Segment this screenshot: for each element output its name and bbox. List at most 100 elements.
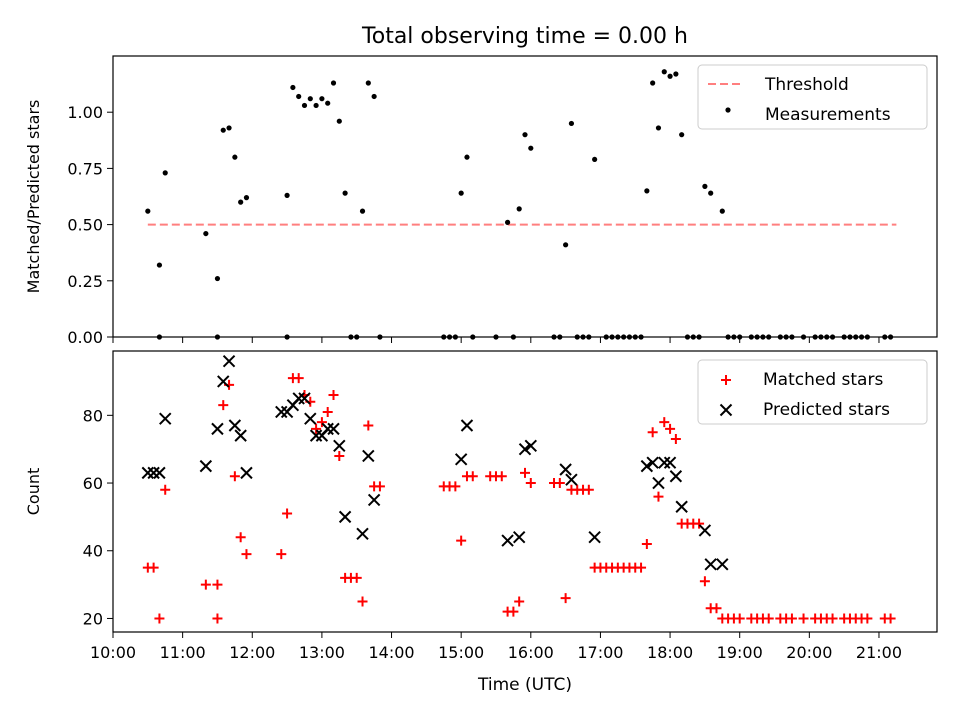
predicted-star-point: [675, 500, 688, 513]
predicted-star-point: [518, 442, 532, 456]
matched-star-point: [665, 423, 676, 434]
predicted-star-point: [698, 524, 712, 537]
predicted-star-point: [658, 456, 671, 469]
matched-star-point: [827, 613, 838, 624]
predicted-star-point: [716, 558, 729, 571]
chart-title: Total observing time = 0.00 h: [361, 24, 688, 49]
y-tick-label: 20: [83, 609, 103, 628]
matched-star-point: [508, 606, 519, 617]
predicted-star-point: [338, 510, 352, 524]
matched-star-point: [467, 471, 478, 482]
predicted-star-point: [460, 419, 474, 432]
matched-star-point: [636, 562, 647, 573]
matched-star-point: [357, 596, 368, 607]
measurement-point: [702, 183, 708, 189]
matched-star-point: [328, 390, 339, 401]
measurement-point: [655, 125, 662, 131]
predicted-star-point: [304, 412, 317, 425]
x-tick-label: 21:00: [856, 643, 902, 662]
axes-frame: [112, 350, 938, 633]
measurement-point: [214, 275, 221, 282]
x-tick-label: 20:00: [786, 643, 832, 662]
measurement-point: [650, 80, 656, 86]
measurement-point: [719, 208, 725, 214]
x-tick-label: 13:00: [299, 643, 345, 662]
predicted-star-point: [228, 419, 242, 432]
measurement-point: [220, 127, 226, 133]
matched-star-point: [316, 417, 327, 428]
matched-star-point: [525, 478, 536, 489]
y-tick-label: 40: [83, 542, 103, 561]
predicted-star-point: [199, 459, 213, 473]
x-tick-label: 10:00: [90, 643, 136, 662]
matched-star-point: [514, 596, 525, 607]
predicted-star-point: [646, 456, 659, 469]
measurement-point: [528, 145, 534, 151]
predicted-star-point: [222, 354, 236, 368]
predicted-star-point: [512, 530, 526, 544]
matched-star-point: [450, 481, 461, 492]
matched-star-point: [862, 613, 873, 624]
matched-star-point: [218, 400, 229, 411]
matched-star-point: [363, 420, 374, 431]
measurement-point: [371, 93, 377, 100]
legend: Threshold Measurements: [697, 64, 928, 130]
measurement-point: [307, 96, 313, 102]
measurement-point: [708, 190, 714, 196]
x-tick-label: 17:00: [577, 643, 623, 662]
x-tick-label: 15:00: [438, 643, 484, 662]
matched-star-point: [647, 427, 658, 438]
legend-measurement-label: Measurements: [765, 105, 891, 125]
matched-star-point: [322, 406, 333, 417]
measurement-point: [290, 84, 296, 91]
y-tick-label: 0.75: [67, 159, 103, 178]
measurement-point: [644, 188, 650, 194]
matched-star-point: [786, 613, 797, 624]
predicted-star-point: [159, 412, 172, 425]
measurement-point: [226, 125, 232, 131]
axes-frame: [112, 55, 938, 338]
measurement-point: [679, 132, 685, 138]
legend-matched-label: Matched stars: [763, 370, 883, 390]
x-axis-label: Time (UTC): [477, 675, 572, 695]
x-tick-label: 14:00: [368, 643, 414, 662]
predicted-star-point: [234, 429, 247, 442]
matched-star-point: [653, 491, 664, 502]
matched-star-point: [583, 484, 594, 495]
measurement-point: [232, 154, 238, 160]
predicted-star-point: [367, 493, 381, 507]
matched-star-point: [282, 508, 293, 519]
predicted-star-point: [669, 470, 683, 483]
measurement-point: [592, 156, 598, 163]
legend-predicted-swatch: [719, 403, 733, 417]
predicted-star-point: [333, 439, 346, 453]
predicted-star-point: [153, 466, 166, 480]
predicted-star-point: [652, 476, 665, 490]
measurement-point: [313, 102, 319, 109]
matched-star-point: [148, 562, 159, 573]
top-panel: Matched/Predicted stars 0.00 0.25 0.50 0.75 1…: [24, 55, 938, 347]
matched-star-point: [241, 549, 252, 560]
matched-star-point: [456, 535, 467, 546]
predicted-star-point: [501, 534, 514, 547]
predicted-star-point: [559, 463, 572, 476]
measurement-point: [661, 69, 667, 75]
y-tick-label: 60: [83, 474, 103, 493]
matched-star-point: [351, 572, 362, 583]
y-axis-label: Matched/Predicted stars: [24, 100, 43, 294]
matched-star-point: [670, 434, 681, 445]
predicted-star-point: [275, 405, 288, 419]
measurement-point: [319, 96, 325, 102]
measurement-point: [284, 192, 290, 198]
legend-matched-swatch: [721, 375, 731, 385]
matched-star-point: [154, 613, 165, 624]
measurement-point: [359, 208, 366, 214]
predicted-star-point: [704, 558, 717, 571]
measurement-point: [667, 73, 673, 79]
measurement-point: [673, 71, 679, 77]
measurement-point: [342, 190, 348, 196]
y-axis-label: Count: [24, 468, 43, 516]
legend-threshold-label: Threshold: [764, 75, 849, 95]
y-tick-label: 1.00: [67, 103, 103, 122]
